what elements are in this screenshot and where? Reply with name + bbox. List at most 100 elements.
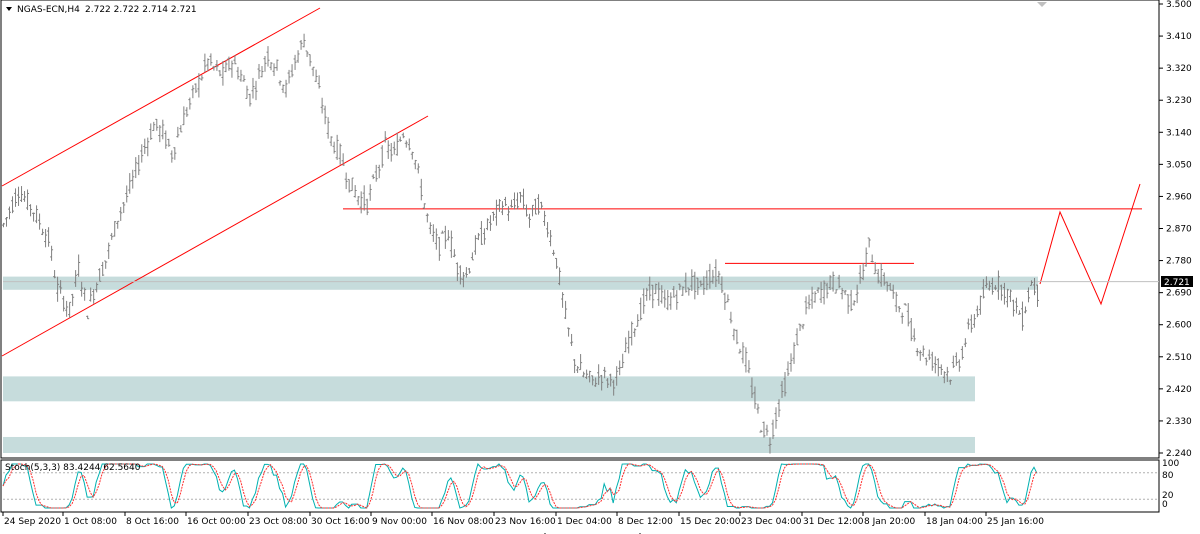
dropdown-triangle-icon[interactable] (6, 7, 12, 11)
price-bar (906, 303, 910, 327)
price-bar (831, 271, 835, 292)
price-bar (804, 296, 808, 315)
price-bar (509, 199, 513, 208)
price-bar (173, 147, 177, 160)
x-tick-label: 23 Nov 16:00 (495, 517, 556, 527)
price-bar (59, 280, 63, 294)
price-bar (927, 349, 931, 361)
y-tick-label: 2.960 (1166, 192, 1192, 202)
price-bar (455, 262, 459, 282)
price-bar (960, 346, 964, 360)
price-bar (714, 259, 718, 288)
price-bar (110, 232, 114, 240)
price-bar (11, 196, 15, 214)
price-bar (227, 56, 231, 71)
price-bar (948, 379, 952, 385)
projection-path[interactable] (1039, 183, 1141, 306)
price-bar (62, 295, 66, 312)
channel-upper-line[interactable] (1, 7, 321, 187)
price-bar (131, 169, 135, 189)
price-bar (374, 164, 378, 182)
price-bar (744, 347, 748, 373)
price-bar (705, 270, 709, 291)
price-bar (29, 204, 33, 217)
price-bar (546, 222, 550, 238)
price-bar (1029, 280, 1033, 286)
price-bar (440, 230, 444, 234)
price-bar (242, 75, 246, 82)
price-bar (179, 125, 183, 133)
price-bar (1035, 284, 1039, 307)
stoch-level-label: 100 (1162, 459, 1179, 469)
price-bar (443, 225, 447, 249)
price-bar (636, 314, 640, 327)
price-bar (591, 375, 595, 386)
price-bar (1005, 288, 1009, 308)
stoch-pane-frame (0, 459, 1160, 513)
price-bar (1020, 301, 1024, 331)
price-bar (921, 345, 925, 357)
price-bar (506, 206, 510, 222)
price-bar (251, 77, 255, 99)
shift-marker-icon[interactable] (1037, 2, 1047, 7)
price-bar (206, 58, 210, 72)
price-bar (275, 59, 279, 71)
price-bar (897, 306, 901, 313)
price-bar (936, 358, 940, 377)
price-bar (777, 399, 781, 418)
price-bar (594, 377, 598, 387)
price-bar (230, 60, 234, 78)
price-bar (651, 284, 655, 309)
price-bar (834, 289, 838, 294)
price-bar (933, 356, 937, 374)
time-axis: 24 Sep 2020 1 Oct 08:00 8 Oct 16:00 16 Oct … (2, 512, 1044, 527)
price-bar (822, 280, 826, 305)
price-bar (723, 292, 727, 310)
price-bar (660, 285, 664, 304)
channel-lower-line[interactable] (1, 115, 429, 357)
price-bar (452, 249, 456, 258)
y-tick-label: 3.320 (1166, 64, 1192, 74)
price-bar (383, 131, 387, 143)
price-bar (233, 55, 237, 65)
price-bar (732, 328, 736, 341)
price-bar (32, 212, 36, 222)
price-bar (606, 378, 610, 388)
price-bar (149, 123, 153, 140)
price-bar (176, 126, 180, 138)
price-bar (485, 218, 489, 231)
price-bar (687, 287, 691, 296)
price-bar (882, 272, 886, 286)
price-bar (702, 276, 706, 295)
price-bar (549, 230, 553, 247)
price-bar (377, 164, 381, 179)
price-bar (143, 138, 147, 154)
price-bar (1032, 277, 1036, 296)
price-bar (576, 366, 580, 373)
price-bar (870, 254, 874, 263)
price-bar (71, 293, 75, 307)
price-bar (305, 50, 309, 58)
price-bar (515, 192, 519, 210)
price-bar (972, 314, 976, 328)
price-bar (422, 203, 426, 210)
price-bar (65, 300, 69, 317)
price-bar (690, 269, 694, 291)
x-tick-label: 31 Dec 12:00 (803, 517, 864, 527)
price-bar (750, 377, 754, 398)
price-bar (774, 407, 778, 429)
price-bar (819, 281, 823, 303)
price-bar (1026, 287, 1030, 303)
price-bar (77, 254, 81, 277)
price-bar (56, 276, 60, 302)
price-bar (696, 277, 700, 295)
price-bar (771, 419, 775, 440)
price-bar (371, 174, 375, 180)
price-bar (335, 134, 339, 160)
price-bar (813, 291, 817, 303)
price-bar (528, 213, 532, 228)
price-bar (801, 323, 805, 330)
price-bar (479, 221, 483, 245)
price-bar (398, 136, 402, 142)
price-bar (386, 140, 390, 159)
